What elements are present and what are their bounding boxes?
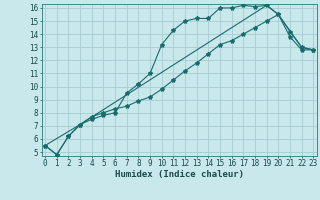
X-axis label: Humidex (Indice chaleur): Humidex (Indice chaleur) [115,170,244,179]
